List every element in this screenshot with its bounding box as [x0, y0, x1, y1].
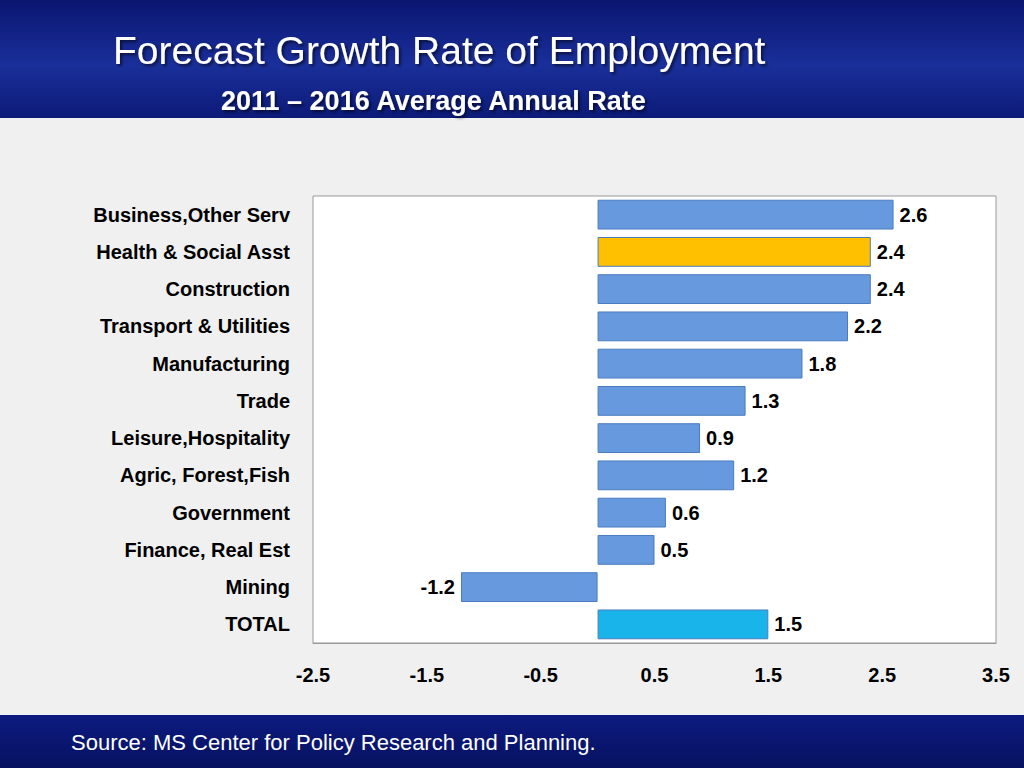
svg-text:Government: Government	[172, 502, 290, 524]
svg-text:Construction: Construction	[166, 278, 290, 300]
svg-text:1.2: 1.2	[740, 464, 768, 486]
svg-text:Source: MS Center for Policy R: Source: MS Center for Policy Research an…	[71, 730, 596, 755]
svg-text:-0.5: -0.5	[523, 664, 557, 686]
svg-text:1.5: 1.5	[754, 664, 782, 686]
svg-text:-1.5: -1.5	[410, 664, 444, 686]
svg-text:1.3: 1.3	[752, 390, 780, 412]
svg-text:Manufacturing: Manufacturing	[152, 353, 290, 375]
svg-text:Trade: Trade	[237, 390, 290, 412]
svg-text:0.5: 0.5	[661, 539, 689, 561]
svg-text:-1.2: -1.2	[421, 576, 455, 598]
svg-text:3.5: 3.5	[982, 664, 1010, 686]
svg-text:TOTAL: TOTAL	[225, 613, 290, 635]
svg-text:1.5: 1.5	[774, 613, 802, 635]
svg-text:0.9: 0.9	[706, 427, 734, 449]
svg-text:-2.5: -2.5	[296, 664, 330, 686]
svg-text:Transport & Utilities: Transport & Utilities	[100, 315, 290, 337]
svg-text:Leisure,Hospitality: Leisure,Hospitality	[111, 427, 291, 449]
svg-text:Finance, Real Est: Finance, Real Est	[124, 539, 290, 561]
svg-text:Business,Other Serv: Business,Other Serv	[93, 204, 291, 226]
svg-text:0.5: 0.5	[641, 664, 669, 686]
svg-text:2.2: 2.2	[854, 315, 882, 337]
svg-text:2.5: 2.5	[868, 664, 896, 686]
svg-text:2.4: 2.4	[877, 278, 906, 300]
svg-text:Agric, Forest,Fish: Agric, Forest,Fish	[120, 464, 290, 486]
svg-text:2.4: 2.4	[877, 241, 906, 263]
svg-text:0.6: 0.6	[672, 502, 700, 524]
svg-text:Health & Social Asst: Health & Social Asst	[96, 241, 290, 263]
svg-text:2.6: 2.6	[900, 204, 928, 226]
svg-text:1.8: 1.8	[808, 353, 836, 375]
svg-text:Mining: Mining	[226, 576, 290, 598]
svg-text:Forecast Growth Rate of Employ: Forecast Growth Rate of Employment	[113, 29, 766, 72]
svg-text:2011 – 2016 Average Annual Rat: 2011 – 2016 Average Annual Rate	[221, 86, 646, 116]
